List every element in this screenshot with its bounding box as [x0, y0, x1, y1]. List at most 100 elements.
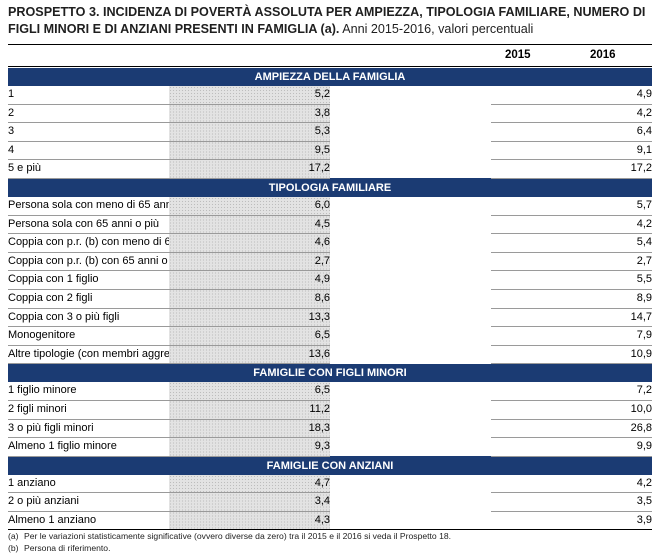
section-heading: TIPOLOGIA FAMILIARE — [8, 178, 652, 197]
value-2016: 10,9 — [491, 345, 652, 365]
value-2016: 17,2 — [491, 159, 652, 179]
row-label: Coppia con p.r. (b) con meno di 65 anni — [8, 233, 169, 253]
header-rule-top — [8, 44, 652, 45]
column-gap — [330, 197, 491, 215]
table-row: Almeno 1 anziano 4,3 3,9 — [8, 511, 652, 531]
table-row: 2 o più anziani 3,4 3,5 — [8, 492, 652, 512]
value-2016: 4,9 — [491, 86, 652, 105]
value-2015: 6,0 — [169, 196, 330, 216]
footnote-mark: (b) — [8, 542, 19, 553]
row-label: 1 figlio minore — [8, 382, 169, 401]
row-label: Coppia con 1 figlio — [8, 270, 169, 290]
table-row: 1 5,2 4,9 — [8, 86, 652, 105]
footnote-a: (a) Per le variazioni statisticamente sig… — [8, 531, 451, 543]
footnotes: (a) Per le variazioni statisticamente sig… — [8, 531, 451, 554]
value-2016: 9,1 — [491, 141, 652, 161]
value-2016: 3,5 — [491, 492, 652, 512]
section-header-row: FAMIGLIE CON ANZIANI — [8, 456, 652, 475]
section-header-row: TIPOLOGIA FAMILIARE — [8, 178, 652, 197]
row-label: Almeno 1 figlio minore — [8, 437, 169, 457]
table-row: 3 o più figli minori 18,3 26,8 — [8, 419, 652, 439]
value-2015: 17,2 — [169, 159, 330, 179]
table-title-bold: PROSPETTO 3. INCIDENZA DI POVERTÀ ASSOLU… — [8, 5, 646, 36]
value-2015: 4,6 — [169, 233, 330, 253]
row-label: Coppia con 3 o più figli — [8, 308, 169, 328]
section-header-row: FAMIGLIE CON FIGLI MINORI — [8, 363, 652, 383]
value-2016: 2,7 — [491, 252, 652, 272]
row-label: Coppia con p.r. (b) con 65 anni o più — [8, 252, 169, 272]
table-row: 1 anziano 4,7 4,2 — [8, 474, 652, 494]
value-2015: 4,3 — [169, 511, 330, 531]
column-gap — [330, 511, 491, 531]
value-2015: 3,4 — [169, 492, 330, 512]
section-header-row: AMPIEZZA DELLA FAMIGLIA — [8, 68, 652, 86]
table-row: 1 figlio minore 6,5 7,2 — [8, 382, 652, 401]
value-2016: 7,9 — [491, 326, 652, 346]
table-row: Coppia con p.r. (b) con 65 anni o più 2,7… — [8, 252, 652, 272]
column-gap — [330, 327, 491, 346]
row-label: 3 — [8, 122, 169, 142]
row-label: Almeno 1 anziano — [8, 511, 169, 531]
column-gap — [330, 271, 491, 290]
value-2016: 3,9 — [491, 511, 652, 531]
value-2016: 4,2 — [491, 215, 652, 235]
row-label: 2 — [8, 104, 169, 124]
header-rule-bottom — [8, 66, 652, 67]
value-2015: 5,3 — [169, 122, 330, 142]
table-row: Coppia con 1 figlio 4,9 5,5 — [8, 270, 652, 290]
value-2016: 5,7 — [491, 196, 652, 216]
column-header-2015: 2015 — [505, 49, 531, 61]
table-row: Coppia con p.r. (b) con meno di 65 anni4… — [8, 233, 652, 253]
value-2015: 11,2 — [169, 400, 330, 420]
value-2015: 4,7 — [169, 474, 330, 494]
table-row: 2 3,8 4,2 — [8, 104, 652, 124]
column-gap — [330, 252, 491, 271]
column-gap — [330, 289, 491, 308]
value-2016: 4,2 — [491, 104, 652, 124]
table-title-subtitle: Anni 2015-2016, valori percentuali — [339, 22, 534, 36]
value-2016: 4,2 — [491, 474, 652, 494]
value-2015: 8,6 — [169, 289, 330, 309]
value-2015: 6,5 — [169, 326, 330, 346]
value-2015: 4,5 — [169, 215, 330, 235]
footnote-text: Persona di riferimento. — [24, 542, 111, 553]
value-2015: 13,3 — [169, 308, 330, 328]
section-heading: AMPIEZZA DELLA FAMIGLIA — [8, 68, 652, 86]
value-2015: 2,7 — [169, 252, 330, 272]
table-row: Coppia con 3 o più figli 13,3 14,7 — [8, 308, 652, 328]
column-gap — [330, 382, 491, 400]
column-gap — [330, 234, 491, 253]
value-2016: 6,4 — [491, 122, 652, 142]
value-2015: 9,5 — [169, 141, 330, 161]
row-label: 5 e più — [8, 159, 169, 179]
section-heading: FAMIGLIE CON ANZIANI — [8, 456, 652, 475]
row-label: 3 o più figli minori — [8, 419, 169, 439]
column-gap — [330, 475, 491, 493]
row-label: Altre tipologie (con membri aggregati) — [8, 345, 169, 365]
table-row: 4 9,5 9,1 — [8, 141, 652, 161]
value-2015: 6,5 — [169, 382, 330, 401]
column-gap — [330, 345, 491, 364]
value-2015: 4,9 — [169, 270, 330, 290]
column-header-2016: 2016 — [590, 49, 616, 61]
row-label: Monogenitore — [8, 326, 169, 346]
table-row: Persona sola con 65 anni o più 4,5 4,2 — [8, 215, 652, 235]
column-gap — [330, 104, 491, 123]
footnote-mark: (a) — [8, 531, 19, 541]
value-2015: 5,2 — [169, 86, 330, 105]
value-2016: 26,8 — [491, 419, 652, 439]
value-2015: 9,3 — [169, 437, 330, 457]
column-gap — [330, 123, 491, 142]
table-row: Almeno 1 figlio minore 9,3 9,9 — [8, 437, 652, 457]
table-row: Altre tipologie (con membri aggregati)13… — [8, 345, 652, 365]
row-label: Persona sola con 65 anni o più — [8, 215, 169, 235]
table-row: 3 5,3 6,4 — [8, 122, 652, 142]
value-2015: 3,8 — [169, 104, 330, 124]
value-2016: 14,7 — [491, 308, 652, 328]
value-2015: 13,6 — [169, 345, 330, 365]
value-2016: 5,4 — [491, 233, 652, 253]
row-label: 2 o più anziani — [8, 492, 169, 512]
row-label: Persona sola con meno di 65 anni — [8, 196, 169, 216]
row-label: 2 figli minori — [8, 400, 169, 420]
poverty-table: AMPIEZZA DELLA FAMIGLIA 1 5,2 4,9 2 3,8 4,2 3 5,… — [8, 68, 652, 531]
